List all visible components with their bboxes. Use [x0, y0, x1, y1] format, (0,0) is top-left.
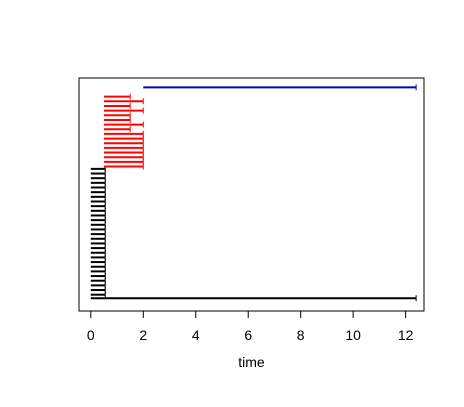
x-tick-label-6: 12 — [398, 327, 414, 343]
x-tick-label-4: 8 — [297, 327, 305, 343]
x-tick-label-0: 0 — [87, 327, 95, 343]
x-axis: 0 2 4 6 8 10 12 — [87, 310, 414, 343]
x-tick-label-3: 6 — [244, 327, 252, 343]
segments-layer — [90, 84, 417, 302]
x-tick-label-2: 4 — [192, 327, 200, 343]
x-tick-label-5: 10 — [345, 327, 361, 343]
plot-frame — [78, 77, 425, 312]
x-tick-label-1: 2 — [139, 327, 147, 343]
x-axis-label: time — [238, 354, 265, 370]
